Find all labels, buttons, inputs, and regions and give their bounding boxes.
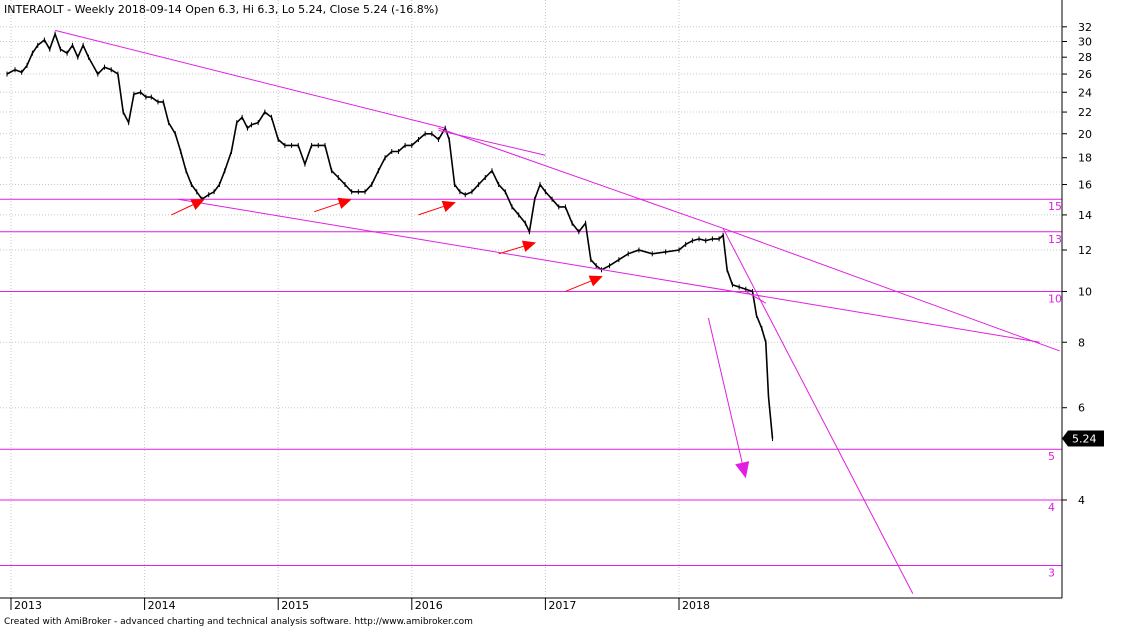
x-tick-label: 2015 [281,599,309,612]
horizontal-levels: 15 13 10 5 4 3 [0,198,1062,579]
red-arrow-3-shaft [498,245,524,255]
x-tick-label: 2018 [682,599,710,612]
y-tick-label: 16 [1078,179,1092,192]
last-price-badge: 5.24 [1062,430,1104,447]
red-arrow-4-shaft [565,280,592,292]
y-tick-label: 26 [1078,68,1092,81]
red-arrow-3-head [521,240,537,252]
y-tick-label: 24 [1078,86,1092,99]
level-label-10: 10 [1048,292,1062,305]
x-tick-label: 2014 [148,599,176,612]
trend-line-0 [54,29,446,129]
y-tick-label: 18 [1078,152,1092,165]
red-arrow-0-head [190,199,205,211]
last-price-badge-shape [1062,430,1104,447]
target-arrow-0-shaft [707,317,743,463]
y-tick-label: 4 [1078,494,1085,507]
trend-line-2 [722,227,1060,352]
y-tick-label: 28 [1078,51,1092,64]
y-tick-label: 6 [1078,402,1085,415]
x-tick-label: 2013 [14,599,42,612]
x-tick-label: 2017 [548,599,576,612]
y-tick-label: 14 [1078,209,1092,222]
target-arrow-0-head [735,461,750,479]
price-line [6,31,774,439]
red-arrow-2-shaft [418,205,444,216]
x-axis: 2013 2014 2015 2016 2017 2018 [10,598,710,612]
arrows [171,197,750,479]
red-arrow-2-head [441,200,456,212]
red-arrow-0-shaft [171,204,194,216]
x-tick-label: 2016 [415,599,443,612]
level-label-13: 13 [1048,233,1062,246]
y-tick-label: 30 [1078,35,1092,48]
red-arrow-4-head [588,275,603,287]
red-arrow-1-head [337,197,352,209]
trend-line-3 [438,129,546,156]
trend-line-5 [722,228,914,594]
last-price-label: 5.24 [1072,433,1097,446]
y-tick-label: 22 [1078,106,1092,119]
chart-title: INTERAOLT - Weekly 2018-09-14 Open 6.3, … [4,3,439,16]
grid-layer [0,0,1062,598]
y-tick-label: 32 [1078,21,1092,34]
y-tick-label: 20 [1078,128,1092,141]
trend-line-6 [745,291,767,304]
trend-line-1 [438,127,724,229]
credit-line: Created with AmiBroker - advanced charti… [4,617,473,627]
trend-lines [54,29,1060,594]
level-label-3: 3 [1048,566,1055,579]
red-arrow-1-shaft [314,202,340,213]
level-label-4: 4 [1048,501,1055,514]
y-tick-label: 8 [1078,336,1085,349]
level-label-15: 15 [1048,200,1062,213]
y-tick-label: 12 [1078,244,1092,257]
trend-line-4 [177,198,1040,343]
level-label-5: 5 [1048,450,1055,463]
price-series [6,31,774,442]
y-tick-label: 10 [1078,285,1092,298]
